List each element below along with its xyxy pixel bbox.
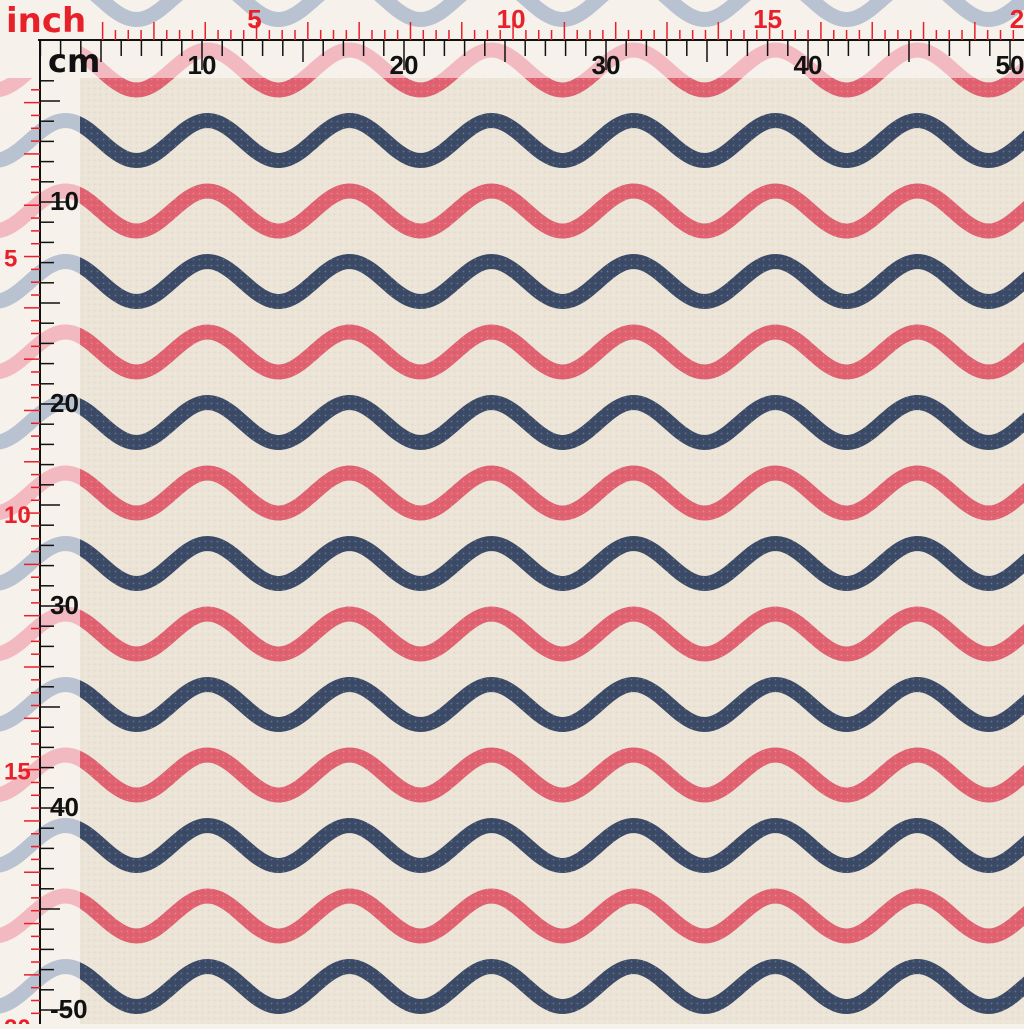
cm-tick-label: 20 bbox=[390, 50, 419, 80]
faded-fabric-top bbox=[80, 0, 1024, 78]
inch-tick-label: 10 bbox=[4, 502, 31, 529]
cm-tick-label: 10 bbox=[188, 50, 217, 80]
inch-tick-label: 10 bbox=[497, 4, 526, 34]
inch-tick-label: 5 bbox=[4, 246, 17, 273]
fabric-texture bbox=[80, 78, 1024, 1024]
inch-tick-label: 5 bbox=[247, 4, 261, 34]
cm-tick-label: 20 bbox=[50, 388, 79, 418]
cm-tick-label: 40 bbox=[50, 792, 79, 822]
faded-wave-stripe bbox=[90, 0, 1024, 28]
inch-tick-label: 20 bbox=[4, 1015, 31, 1024]
cm-tick-label: -50 bbox=[50, 994, 88, 1024]
cm-tick-label: 50 bbox=[996, 50, 1024, 80]
inch-tick-label: 20 bbox=[1010, 4, 1024, 34]
cm-unit-label: cm bbox=[48, 42, 100, 80]
cm-tick-label: 30 bbox=[592, 50, 621, 80]
cm-tick-label: 30 bbox=[50, 590, 79, 620]
cm-tick-label: 40 bbox=[794, 50, 823, 80]
inch-tick-label: 15 bbox=[4, 759, 31, 786]
faded-wave-stripe bbox=[80, 42, 1024, 78]
inch-tick-label: 15 bbox=[753, 4, 782, 34]
cm-tick-label: 10 bbox=[50, 186, 79, 216]
inch-unit-label: inch bbox=[6, 1, 86, 41]
